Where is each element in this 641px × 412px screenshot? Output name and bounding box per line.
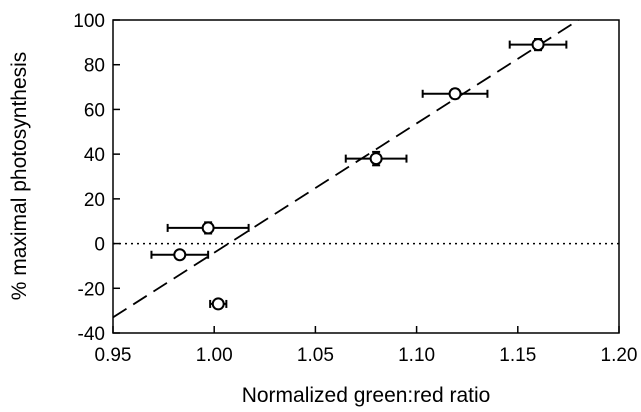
regression-fit-line [113,20,580,319]
data-point-marker [531,38,545,52]
data-point-group [150,248,210,262]
plot-frame [112,19,620,334]
y-tick-label: 80 [84,56,105,77]
y-tick-label: 0 [94,235,105,256]
data-point-marker [173,248,187,262]
y-tick-label: 100 [73,11,105,32]
x-tick-label: 1.15 [499,345,536,366]
data-point-group [421,87,489,101]
y-tick-label: 20 [84,190,105,211]
y-tick-label: -40 [78,324,105,345]
data-point-group [166,221,250,235]
x-axis-title: Normalized green:red ratio [242,384,491,407]
x-tick-label: 1.20 [601,345,638,366]
x-axis: 0.95 1.00 1.05 1.10 1.15 1.20 [95,326,638,366]
data-point-group [344,150,408,167]
y-tick-label: -20 [78,279,105,300]
y-tick-label: 60 [84,100,105,121]
y-tick-label: 40 [84,145,105,166]
data-point-marker [211,297,225,311]
x-tick-label: 1.00 [196,345,233,366]
x-tick-label: 1.05 [297,345,334,366]
data-point-marker [369,152,383,166]
x-tick-label: 1.10 [398,345,435,366]
data-point-marker [448,87,462,101]
data-point-group [508,38,568,52]
y-axis: -40 -20 0 20 40 60 80 100 [73,11,120,345]
fit-layer [113,20,580,319]
data-point-marker [201,221,215,235]
x-tick-label: 0.95 [95,345,132,366]
data-points [150,38,568,311]
data-point-group [209,297,228,311]
y-axis-title: % maximal photosynthesis [8,52,31,301]
